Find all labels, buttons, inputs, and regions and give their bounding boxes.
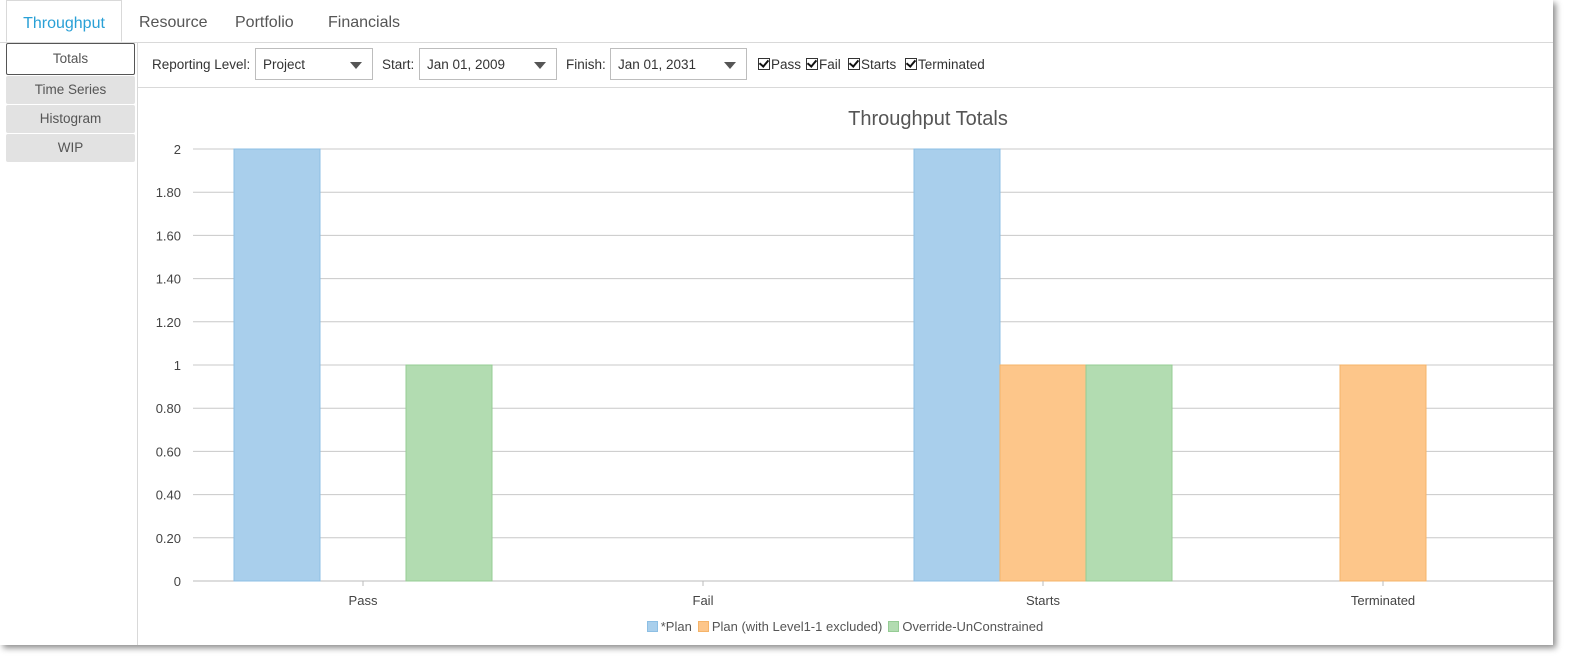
bar-pass-series-0[interactable]	[233, 148, 321, 582]
start-date-value: Jan 01, 2009	[427, 57, 506, 72]
y-tick-label: 0.40	[156, 488, 181, 503]
tab-throughput[interactable]: Throughput	[6, 0, 122, 42]
bar-terminated-series-1[interactable]	[1339, 364, 1427, 582]
terminated-checkbox[interactable]: Terminated	[905, 43, 985, 87]
legend-item[interactable]: Plan (with Level1-1 excluded)	[697, 619, 883, 634]
reporting-level-select[interactable]: Project	[255, 48, 373, 80]
chart-axes: 0 0.20 0.40 0.60 0.80 1 1.20 1.40 1.60 1.80 2 Pass F…	[156, 142, 1415, 608]
starts-checkbox[interactable]: Starts	[848, 43, 896, 87]
tab-portfolio[interactable]: Portfolio	[235, 14, 294, 31]
nav-item-time-series[interactable]: Time Series	[6, 76, 135, 104]
start-date-select[interactable]: Jan 01, 2009	[419, 48, 557, 80]
chevron-down-icon	[350, 62, 362, 69]
y-tick-label: 1.60	[156, 228, 181, 243]
y-tick-label: 1.80	[156, 185, 181, 200]
pass-checkbox[interactable]: Pass	[758, 43, 801, 87]
legend-item[interactable]: Override-UnConstrained	[888, 619, 1043, 634]
checkbox-checked-icon	[905, 58, 917, 70]
legend-item[interactable]: *Plan	[646, 619, 692, 634]
bar-starts-series-1[interactable]	[999, 364, 1087, 582]
nav-item-histogram[interactable]: Histogram	[6, 105, 135, 133]
start-label: Start:	[382, 57, 415, 72]
tab-resource[interactable]: Resource	[139, 14, 208, 31]
y-tick-label: 1	[174, 358, 181, 373]
tab-financials[interactable]: Financials	[328, 14, 401, 31]
main-tabs: Throughput Resource Portfolio Financials	[0, 0, 1553, 43]
y-tick-label: 0.60	[156, 444, 181, 459]
legend-label: Override-UnConstrained	[902, 619, 1044, 634]
terminated-checkbox-label: Terminated	[918, 57, 985, 72]
x-tick-label: Pass	[349, 593, 378, 608]
bar-starts-series-0[interactable]	[913, 148, 1001, 582]
checkbox-checked-icon	[848, 58, 860, 70]
filter-toolbar: Reporting Level: Project Start: Jan 01, …	[137, 43, 1553, 88]
reporting-level-value: Project	[263, 57, 306, 72]
y-tick-label: 2	[174, 142, 181, 157]
y-tick-label: 1.20	[156, 315, 181, 330]
throughput-chart: Throughput Totals 0 0.20 0.40 0.60 0.80 1 1.20…	[137, 88, 1553, 645]
finish-label: Finish:	[566, 57, 606, 72]
legend-label: Plan (with Level1-1 excluded)	[711, 619, 883, 634]
chevron-down-icon	[534, 62, 546, 69]
finish-date-value: Jan 01, 2031	[618, 57, 697, 72]
chart-svg: Throughput Totals 0 0.20 0.40 0.60 0.80 1 1.20…	[156, 108, 1553, 608]
bar-starts-series-2[interactable]	[1085, 364, 1173, 582]
legend-swatch	[888, 621, 900, 632]
nav-item-totals[interactable]: Totals	[6, 43, 135, 75]
y-tick-label: 0.20	[156, 531, 181, 546]
x-tick-label: Terminated	[1351, 593, 1415, 608]
nav-item-wip[interactable]: WIP	[6, 134, 135, 162]
left-nav: Totals Time Series Histogram WIP	[0, 43, 138, 645]
legend-swatch	[646, 621, 658, 632]
y-tick-label: 0	[174, 574, 181, 589]
y-tick-label: 1.40	[156, 272, 181, 287]
checkbox-checked-icon	[806, 58, 818, 70]
finish-date-select[interactable]: Jan 01, 2031	[610, 48, 747, 80]
chart-title: Throughput Totals	[848, 108, 1008, 130]
x-tick-label: Starts	[1026, 593, 1060, 608]
checkbox-checked-icon	[758, 58, 770, 70]
starts-checkbox-label: Starts	[861, 57, 897, 72]
bar-pass-series-2[interactable]	[405, 364, 493, 582]
y-tick-label: 0.80	[156, 401, 181, 416]
reporting-level-label: Reporting Level:	[152, 57, 251, 72]
app-window: Throughput Resource Portfolio Financials…	[0, 0, 1553, 645]
legend-label: *Plan	[660, 619, 692, 634]
chart-bars	[233, 148, 1427, 582]
legend-swatch	[697, 621, 709, 632]
chevron-down-icon	[724, 62, 736, 69]
x-tick-label: Fail	[693, 593, 714, 608]
pass-checkbox-label: Pass	[771, 57, 802, 72]
chart-legend: *Plan Plan (with Level1-1 excluded) Overri…	[137, 619, 1553, 634]
fail-checkbox[interactable]: Fail	[806, 43, 841, 87]
fail-checkbox-label: Fail	[819, 57, 841, 72]
